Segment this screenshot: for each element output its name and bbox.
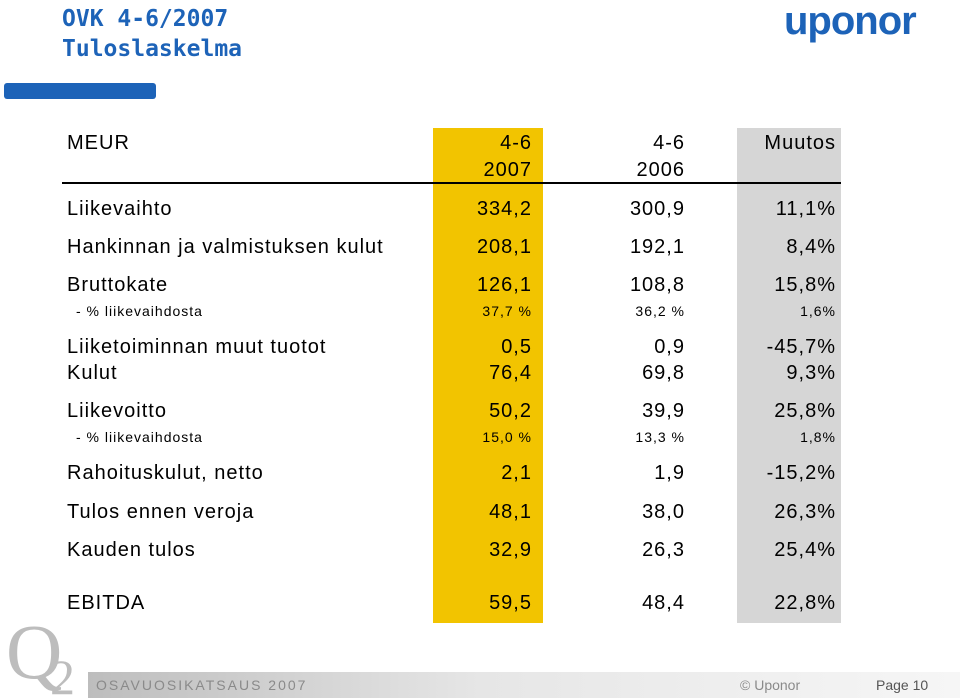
value-2006: 38,0 [642, 501, 685, 523]
value-2006: 36,2 % [635, 303, 685, 319]
row-label: - % liikevaihdosta [76, 303, 203, 319]
header-meur: MEUR [67, 132, 130, 154]
footer-band [88, 672, 960, 698]
value-2006: 192,1 [629, 236, 685, 258]
value-2006: 26,3 [642, 539, 685, 561]
value-2007: 76,4 [489, 362, 532, 384]
value-2007: 50,2 [489, 400, 532, 422]
row-label: Kulut [67, 362, 118, 384]
value-change: 25,4% [774, 539, 836, 561]
value-change: -15,2% [766, 462, 836, 484]
value-2006: 1,9 [654, 462, 685, 484]
value-change: 26,3% [774, 501, 836, 523]
value-2007: 48,1 [489, 501, 532, 523]
value-2006: 13,3 % [635, 429, 685, 445]
value-2007: 126,1 [476, 274, 532, 296]
value-change: 15,8% [774, 274, 836, 296]
table-row: Liikevoitto 50,2 39,9 25,8% [0, 398, 960, 424]
value-2006: 300,9 [629, 198, 685, 220]
column-2007-highlight [433, 128, 543, 623]
value-2007: 37,7 % [482, 303, 532, 319]
row-label: Liiketoiminnan muut tuotot [67, 336, 327, 358]
value-2007: 15,0 % [482, 429, 532, 445]
value-2006: 69,8 [642, 362, 685, 384]
row-label: EBITDA [67, 592, 146, 614]
title-line-1: OVK 4-6/2007 [62, 6, 229, 32]
value-2007: 208,1 [476, 236, 532, 258]
value-change: 11,1% [775, 198, 836, 220]
row-label: - % liikevaihdosta [76, 429, 203, 445]
value-change: -45,7% [766, 336, 836, 358]
header-col2-year: 2006 [636, 159, 685, 181]
title-accent-bar [4, 83, 156, 99]
value-2007: 0,5 [501, 336, 532, 358]
svg-text:uponor: uponor [784, 2, 916, 43]
value-2006: 39,9 [642, 400, 685, 422]
page-title: OVK 4-6/2007 Tuloslaskelma [62, 4, 242, 64]
table-row: Rahoituskulut, netto 2,1 1,9 -15,2% [0, 460, 960, 486]
row-label: Hankinnan ja valmistuksen kulut [67, 236, 384, 258]
title-line-2: Tuloslaskelma [62, 36, 243, 62]
value-2006: 108,8 [629, 274, 685, 296]
value-2007: 2,1 [501, 462, 532, 484]
table-row: Liiketoiminnan muut tuotot 0,5 0,9 -45,7… [0, 334, 960, 360]
svg-text:2: 2 [50, 649, 75, 698]
value-change: 1,8% [800, 429, 836, 445]
table-row: Liikevaihto 334,2 300,9 11,1% [0, 196, 960, 222]
value-2007: 59,5 [489, 592, 532, 614]
header-col2-period: 4-6 [653, 132, 685, 154]
value-change: 8,4% [786, 236, 836, 258]
table-row: Kauden tulos 32,9 26,3 25,4% [0, 537, 960, 563]
table-row: - % liikevaihdosta 15,0 % 13,3 % 1,8% [0, 427, 960, 447]
row-label: Liikevaihto [67, 198, 173, 220]
row-label: Rahoituskulut, netto [67, 462, 264, 484]
value-2007: 334,2 [476, 198, 532, 220]
column-change-highlight [737, 128, 841, 623]
svg-text:Q: Q [6, 608, 62, 695]
header-change: Muutos [764, 132, 836, 154]
row-label: Bruttokate [67, 274, 169, 296]
table-row: Hankinnan ja valmistuksen kulut 208,1 19… [0, 234, 960, 260]
row-label: Tulos ennen veroja [67, 501, 255, 523]
footer-copyright: © Uponor [740, 677, 801, 693]
table-row: - % liikevaihdosta 37,7 % 36,2 % 1,6% [0, 301, 960, 321]
value-2007: 32,9 [489, 539, 532, 561]
value-2006: 48,4 [642, 592, 685, 614]
value-change: 22,8% [774, 592, 836, 614]
value-2006: 0,9 [654, 336, 685, 358]
q2-logo: Q 2 [6, 608, 75, 698]
row-label: Kauden tulos [67, 539, 196, 561]
header-divider [62, 182, 841, 184]
page-number: Page 10 [876, 677, 929, 693]
table-row: Kulut 76,4 69,8 9,3% [0, 360, 960, 386]
table-row: Tulos ennen veroja 48,1 38,0 26,3% [0, 499, 960, 525]
footer-report-name: OSAVUOSIKATSAUS 2007 [96, 677, 308, 693]
table-row: EBITDA 59,5 48,4 22,8% [0, 590, 960, 616]
value-change: 9,3% [786, 362, 836, 384]
table-row: Bruttokate 126,1 108,8 15,8% [0, 272, 960, 298]
uponor-logo: uponor [784, 2, 917, 43]
value-change: 25,8% [774, 400, 836, 422]
header-col1-period: 4-6 [500, 132, 532, 154]
value-change: 1,6% [800, 303, 836, 319]
header-col1-year: 2007 [483, 159, 532, 181]
row-label: Liikevoitto [67, 400, 167, 422]
